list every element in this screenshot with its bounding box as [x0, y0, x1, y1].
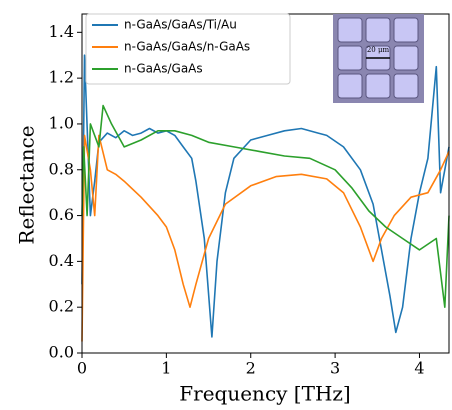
inset-image: 20 μm: [333, 14, 424, 103]
x-tick-label: 2: [246, 359, 256, 378]
series-line: [81, 134, 450, 342]
pad: [393, 45, 419, 71]
y-tick-label: 1.2: [49, 68, 74, 87]
y-tick-label: 0.6: [49, 205, 74, 224]
pad: [393, 73, 419, 99]
y-tick-label: 1.0: [49, 113, 74, 132]
legend-label: n-GaAs/GaAs/n-GaAs: [124, 40, 250, 54]
y-tick-label: 1.4: [49, 22, 74, 41]
pad: [337, 73, 363, 99]
pad: [365, 73, 391, 99]
legend-label: n-GaAs/GaAs: [124, 62, 203, 76]
y-tick-label: 0.0: [49, 343, 74, 362]
legend: n-GaAs/GaAs/Ti/Au n-GaAs/GaAs/n-GaAs n-GaA…: [85, 13, 291, 85]
y-axis-label: Reflectance: [15, 125, 39, 244]
x-axis-label: Frequency [THz]: [179, 382, 350, 406]
scale-label: 20 μm: [367, 46, 390, 54]
pad: [393, 17, 419, 43]
x-tick-label: 1: [161, 359, 171, 378]
x-tick-label: 3: [330, 359, 340, 378]
y-tick-label: 0.4: [49, 251, 74, 270]
x-tick-label: 4: [414, 359, 424, 378]
series-line: [81, 104, 450, 308]
pad: [337, 45, 363, 71]
y-tick-label: 0.2: [49, 297, 74, 316]
plot-area: 0.0 0.2 0.4 0.6 0.8 1.0 1.2 1.4 0 1 2 3 4: [49, 13, 450, 378]
series-line: [81, 54, 450, 338]
legend-box: [85, 13, 291, 85]
legend-label: n-GaAs/GaAs/Ti/Au: [124, 18, 237, 32]
x-tick-label: 0: [77, 359, 87, 378]
y-tick-label: 0.8: [49, 159, 74, 178]
pad: [365, 17, 391, 43]
pad: [337, 17, 363, 43]
